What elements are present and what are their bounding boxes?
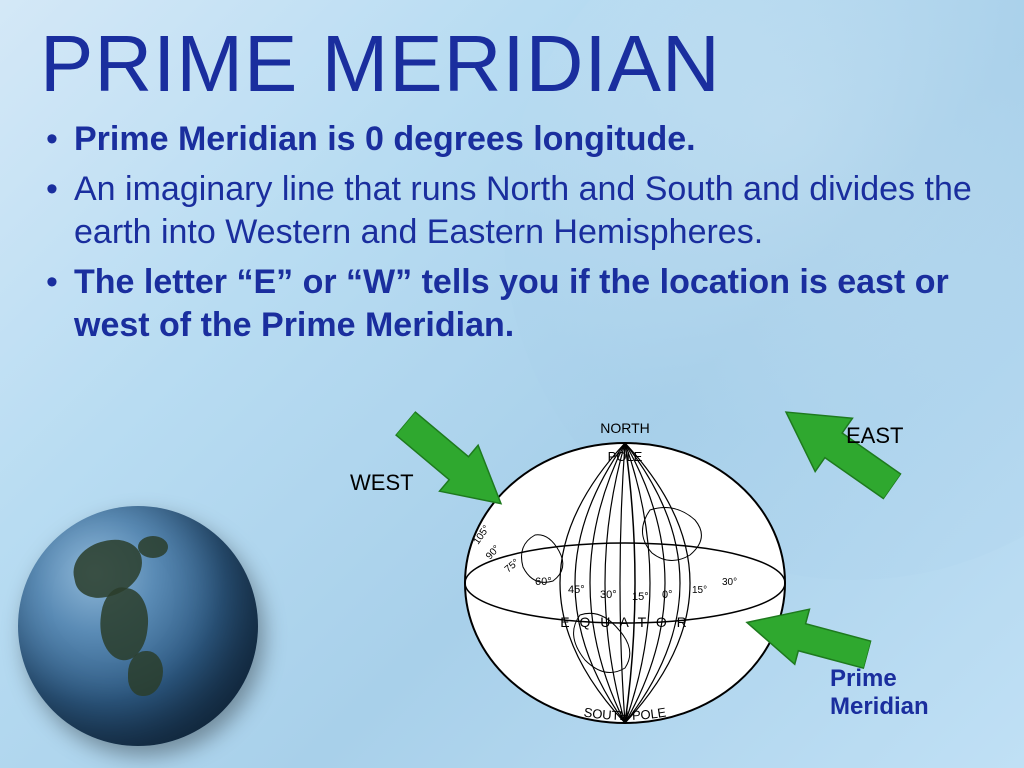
pole-label: POLE bbox=[608, 449, 643, 464]
svg-text:15°: 15° bbox=[632, 591, 649, 603]
bullet-1: Prime Meridian is 0 degrees longitude. bbox=[40, 118, 984, 162]
east-label: EAST bbox=[846, 423, 903, 449]
bullet-list: Prime Meridian is 0 degrees longitude. A… bbox=[40, 118, 984, 348]
landmass bbox=[138, 536, 168, 558]
svg-text:45°: 45° bbox=[568, 584, 585, 596]
shaded-globe-image bbox=[18, 506, 258, 746]
svg-text:30°: 30° bbox=[722, 577, 737, 588]
svg-text:0°: 0° bbox=[662, 589, 673, 601]
slide-title: PRIME MERIDIAN bbox=[40, 18, 984, 110]
globe-sphere bbox=[18, 506, 258, 746]
bullet-2: An imaginary line that runs North and So… bbox=[40, 168, 984, 255]
slide-content: PRIME MERIDIAN Prime Meridian is 0 degre… bbox=[0, 0, 1024, 768]
svg-text:60°: 60° bbox=[535, 576, 552, 588]
west-label: WEST bbox=[350, 470, 414, 496]
bullet-3: The letter “E” or “W” tells you if the l… bbox=[40, 261, 984, 348]
landmass bbox=[128, 651, 163, 696]
svg-text:15°: 15° bbox=[692, 585, 707, 596]
equator-label: E Q U A T O R bbox=[560, 614, 690, 630]
svg-text:30°: 30° bbox=[600, 589, 617, 601]
diagram-area: NORTH POLE E Q U A T O R SOUTH POLE 105°… bbox=[0, 395, 1024, 768]
prime-meridian-label: Prime Meridian bbox=[830, 665, 929, 720]
north-label: NORTH bbox=[600, 420, 650, 436]
